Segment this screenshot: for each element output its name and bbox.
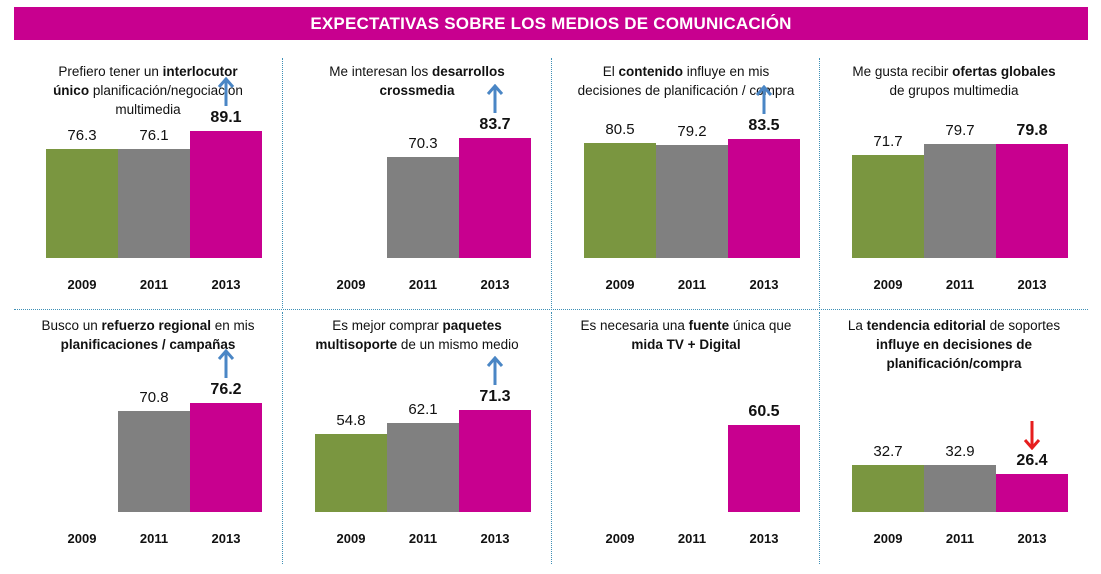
chart-panel: Me interesan los desarrollos crossmedia 20…	[283, 62, 551, 308]
chart-panel: Me gusta recibir ofertas globales de grup…	[820, 62, 1088, 308]
year-label: 2013	[749, 531, 779, 546]
value-label: 54.8	[336, 411, 366, 429]
chart-title: Me gusta recibir ofertas globales de grup…	[852, 64, 1056, 98]
value-label: 79.8	[1016, 121, 1048, 139]
year-label: 2009	[873, 531, 903, 546]
value-label: 83.5	[748, 116, 780, 134]
year-label: 2009	[336, 277, 366, 292]
chart-panel: El contenido influye en mis decisiones de…	[552, 62, 820, 308]
bar-2013	[190, 130, 262, 258]
year-label: 2013	[480, 277, 510, 292]
bar-2013	[996, 143, 1068, 258]
chart-panel: Busco un refuerzo regional en mis planifi…	[14, 316, 282, 562]
value-label: 62.1	[408, 401, 438, 419]
year-label: 2011	[945, 531, 975, 546]
value-label: 70.3	[408, 135, 438, 153]
value-label: 60.5	[748, 403, 780, 421]
divider	[14, 309, 1088, 310]
year-label: 2013	[749, 277, 779, 292]
bar-2011	[924, 464, 996, 512]
value-label: 70.8	[139, 388, 169, 406]
year-label: 2011	[139, 531, 169, 546]
year-label: 2009	[67, 531, 97, 546]
year-label: 2009	[67, 277, 97, 292]
year-label: 2009	[873, 277, 903, 292]
bar-2009	[584, 142, 656, 258]
bar-2011	[118, 410, 190, 512]
arrow-up-icon	[217, 349, 235, 379]
bar-2009	[46, 148, 118, 258]
chart-title: Es mejor comprar paquetes multisoporte de…	[315, 318, 519, 352]
bar-2011	[387, 157, 459, 258]
arrow-up-icon	[755, 84, 773, 114]
arrow-up-icon	[217, 76, 235, 106]
value-label: 76.3	[67, 126, 97, 144]
bar-2009	[852, 155, 924, 258]
bar-2009	[315, 433, 387, 512]
value-label: 76.1	[139, 127, 169, 145]
bar-2011	[656, 144, 728, 258]
chart-panel: Es necesaria una fuente única que mida TV…	[552, 316, 820, 562]
year-label: 2011	[408, 531, 438, 546]
year-label: 2013	[1017, 531, 1047, 546]
year-label: 2013	[211, 277, 241, 292]
chart-panel: Es mejor comprar paquetes multisoporte de…	[283, 316, 551, 562]
bar-2013	[728, 138, 800, 258]
year-label: 2011	[945, 277, 975, 292]
year-label: 2009	[336, 531, 366, 546]
bar-2013	[190, 403, 262, 512]
chart-panel: La tendencia editorial de soportes influy…	[820, 316, 1088, 562]
value-label: 79.2	[677, 122, 707, 140]
value-label: 26.4	[1016, 452, 1048, 470]
bar-2013	[728, 425, 800, 512]
year-label: 2013	[211, 531, 241, 546]
bar-2013	[459, 410, 531, 512]
value-label: 71.7	[873, 133, 903, 151]
chart-panel: Prefiero tener un interlocutor único plan…	[14, 62, 282, 308]
year-label: 2011	[408, 277, 438, 292]
arrow-down-icon	[1023, 421, 1041, 451]
value-label: 76.2	[210, 381, 242, 399]
bar-2013	[459, 138, 531, 258]
bar-2011	[118, 149, 190, 258]
chart-title: Busco un refuerzo regional en mis planifi…	[41, 318, 255, 352]
year-label: 2013	[480, 531, 510, 546]
value-label: 80.5	[605, 120, 635, 138]
bar-2011	[387, 423, 459, 512]
arrow-up-icon	[486, 356, 504, 386]
value-label: 71.3	[479, 388, 511, 406]
value-label: 89.1	[210, 108, 242, 126]
chart-title: Me interesan los desarrollos crossmedia	[329, 64, 505, 98]
value-label: 32.7	[873, 443, 903, 461]
year-label: 2013	[1017, 277, 1047, 292]
value-label: 32.9	[945, 442, 975, 460]
year-label: 2009	[605, 531, 635, 546]
value-label: 83.7	[479, 116, 511, 134]
bar-2009	[852, 465, 924, 512]
page-title: EXPECTATIVAS SOBRE LOS MEDIOS DE COMUNIC…	[14, 7, 1088, 40]
year-label: 2011	[139, 277, 169, 292]
chart-title: Es necesaria una fuente única que mida TV…	[580, 318, 792, 352]
year-label: 2011	[677, 277, 707, 292]
chart-title: El contenido influye en mis decisiones de…	[577, 64, 795, 98]
chart-title: La tendencia editorial de soportes influy…	[847, 318, 1061, 371]
year-label: 2009	[605, 277, 635, 292]
bar-2013	[996, 474, 1068, 512]
value-label: 79.7	[945, 122, 975, 140]
arrow-up-icon	[486, 84, 504, 114]
year-label: 2011	[677, 531, 707, 546]
chart-title: Prefiero tener un interlocutor único plan…	[53, 64, 243, 117]
bar-2011	[924, 144, 996, 258]
